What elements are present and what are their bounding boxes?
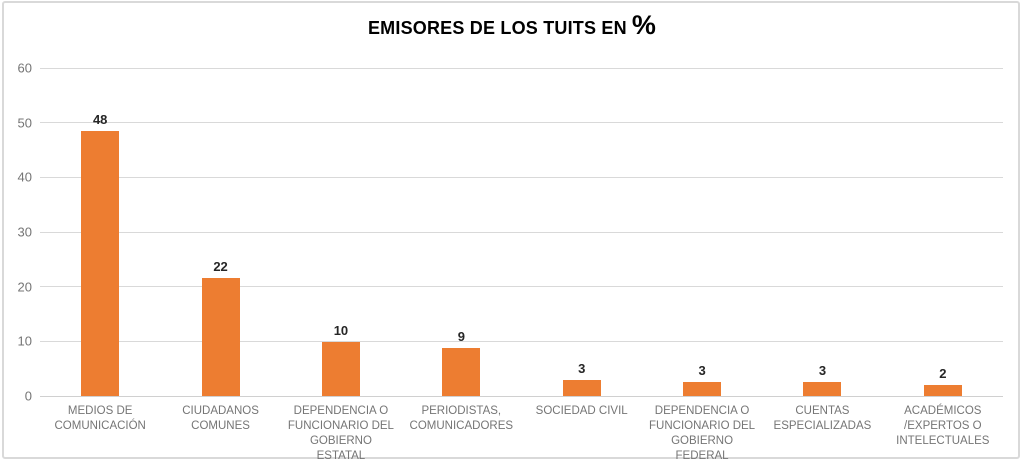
- category-label-8: ACADÉMICOS /EXPERTOS O INTELECTUALES: [896, 405, 990, 447]
- category-label-4: PERIODISTAS, COMUNICADORES: [409, 405, 514, 432]
- plot-area: 48 22 10 9 3 3 3 2: [40, 67, 1003, 397]
- bar-8: [923, 384, 962, 396]
- bar-5: [562, 380, 601, 396]
- bar-value-label-4: 9: [457, 329, 465, 345]
- bar-value-label-5: 3: [578, 361, 586, 377]
- y-tick-label-50: 50: [17, 115, 32, 131]
- gridline-60: [40, 67, 1003, 69]
- y-tick-label-40: 40: [17, 169, 32, 185]
- y-tick-label-30: 30: [17, 224, 32, 240]
- category-label-2: CIUDADANOS COMUNES: [182, 405, 259, 432]
- y-tick-label-0: 0: [24, 388, 32, 404]
- y-axis: 0 10 20 30 40 50 60: [0, 61, 40, 404]
- chart-title-text: EMISORES DE LOS TUITS EN: [367, 18, 627, 38]
- bar-6: [683, 382, 722, 396]
- chart-title-percent-sign: %: [631, 10, 657, 40]
- bar-value-label-6: 3: [698, 363, 706, 379]
- bar-2: [201, 277, 240, 396]
- y-tick-label-10: 10: [17, 333, 32, 349]
- bar-value-label-1: 48: [92, 112, 108, 128]
- x-axis-line: [40, 395, 1003, 397]
- gridline-50: [40, 122, 1003, 124]
- bar-value-label-3: 10: [333, 323, 349, 339]
- x-axis: MEDIOS DE COMUNICACIÓN CIUDADANOS COMUNES…: [40, 404, 1003, 464]
- category-label-7: CUENTAS ESPECIALIZADAS: [773, 405, 872, 432]
- category-label-5: SOCIEDAD CIVIL: [535, 405, 628, 417]
- chart-frame: [2, 1, 1020, 459]
- bar-1: [81, 131, 120, 396]
- bar-7: [803, 382, 842, 396]
- bar-3: [321, 342, 360, 396]
- y-tick-label-60: 60: [17, 60, 32, 76]
- gridline-20: [40, 286, 1003, 288]
- bar-value-label-2: 22: [213, 258, 228, 274]
- y-tick-label-20: 20: [17, 279, 32, 295]
- bar-4: [442, 348, 481, 396]
- gridline-10: [40, 340, 1003, 342]
- category-label-3: DEPENDENCIA O FUNCIONARIO DEL GOBIERNO E…: [287, 405, 394, 462]
- chart-title: EMISORES DE LOS TUITS EN%: [0, 10, 1024, 43]
- category-label-1: MEDIOS DE COMUNICACIÓN: [54, 405, 146, 432]
- bar-value-label-8: 2: [939, 365, 947, 381]
- gridline-30: [40, 231, 1003, 233]
- gridline-40: [40, 176, 1003, 178]
- category-label-6: DEPENDENCIA O FUNCIONARIO DEL GOBIERNO F…: [649, 405, 756, 462]
- bar-value-label-7: 3: [818, 363, 827, 379]
